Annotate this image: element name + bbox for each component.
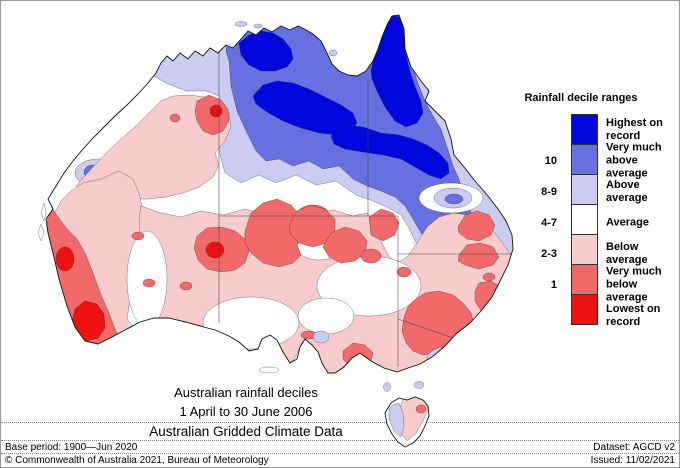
region-below-kimberley [75, 94, 232, 200]
region-average-small-spot [273, 250, 291, 264]
legend-label-average: Average [606, 216, 650, 229]
region-vmbelow-spot [142, 278, 156, 288]
region-vmabove-core-qld [444, 193, 464, 205]
region-average-sa-nsw [316, 255, 422, 317]
region-lowest-central-wa [205, 241, 225, 259]
region-highest-central-north [252, 80, 358, 136]
australia-mainland [46, 15, 513, 373]
region-average-centre-spot [296, 233, 342, 261]
region-above-eyre [312, 330, 330, 344]
region-vmbelow-spot [482, 272, 496, 282]
region-vmbelow-spot [179, 281, 193, 291]
separator-line-footer-row1 [1, 440, 679, 441]
region-below-central-south [138, 205, 513, 373]
region-vmbelow-spot [169, 113, 181, 123]
region-vmbelow-nsw-coast [474, 280, 506, 316]
decile-range-10: 10 [544, 155, 557, 167]
legend-swatch-vmuch-above [571, 144, 598, 175]
legend-label-above: Above average [606, 179, 648, 204]
footer-base-period: Base period: 1900—Jun 2020 [5, 442, 138, 453]
region-above-east-vic [426, 345, 480, 371]
decile-range-2-3: 2-3 [541, 248, 557, 260]
region-vmbelow-spot [396, 266, 412, 278]
region-vmbelow-central-wa [193, 226, 250, 273]
region-average-pocket-qld [418, 182, 484, 214]
region-vmbelow-kimberley [194, 94, 230, 136]
region-vmbelow-west-coast-band [46, 205, 120, 346]
region-highest-cape-york [370, 15, 424, 128]
map-title: Australian rainfall deciles [174, 385, 318, 400]
decile-range-4-7: 4-7 [541, 217, 557, 229]
legend-swatch-vmuch-below [571, 264, 598, 295]
region-above-average-north [140, 15, 513, 266]
region-vmbelow-spot [300, 330, 318, 340]
footer-issued: Issued: 11/02/2021 [590, 455, 675, 466]
region-vmbelow-centre-east [288, 204, 336, 248]
separator-line-footer-row2 [1, 453, 679, 454]
decile-range-1: 1 [550, 279, 557, 291]
legend-label-highest: Highest on record [606, 117, 663, 142]
region-average-wa-gap [126, 230, 168, 328]
region-vmbelow-sw-qld [368, 208, 400, 242]
map-period: 1 April to 30 June 2006 [179, 404, 313, 419]
region-lowest-west-coast [55, 246, 75, 272]
legend-swatch-average [571, 204, 598, 235]
decile-range-8-9: 8-9 [541, 186, 557, 198]
region-above-wa-spot [118, 155, 142, 169]
region-average-nullarbor [202, 296, 300, 350]
footer-dataset: Dataset: AGCD v2 [593, 442, 675, 453]
legend-label-vmuch-above: Very much above average [606, 141, 662, 180]
region-highest-qld-band [330, 124, 450, 180]
legend-swatch-above [571, 174, 598, 205]
legend-heading: Rainfall decile ranges [524, 92, 638, 104]
legend-swatch-column [571, 114, 598, 325]
region-vmabove-wa-core [83, 164, 103, 180]
region-lowest-kimberley [209, 104, 223, 118]
region-vmbelow-ne-nsw2 [457, 242, 500, 270]
legend-label-below: Below average [606, 241, 648, 266]
region-vmbelow-vic [342, 342, 374, 368]
footer-copyright: © Commonwealth of Australia 2021, Bureau… [5, 455, 269, 466]
separator-line-map-footer [1, 422, 679, 423]
region-vmbelow-centre-east2 [322, 226, 368, 264]
region-above-wa-patch [74, 158, 122, 188]
map-dataset-title: Australian Gridded Climate Data [149, 424, 343, 439]
legend-label-vmuch-below: Very much below average [606, 265, 662, 304]
region-highest-top-end [238, 30, 294, 72]
region-vmbelow-spot [131, 231, 145, 241]
region-very-much-above-north [225, 15, 474, 248]
region-above-ring-qld [433, 187, 473, 209]
state-borders [218, 51, 513, 367]
offshore-islands [37, 21, 425, 392]
region-vmbelow-spot [360, 248, 382, 264]
region-lowest-sw-wa [71, 300, 106, 342]
coastline [45, 14, 514, 374]
region-average-sa [297, 297, 355, 335]
region-above-wa-spot2 [85, 199, 109, 217]
region-vmbelow-centre-west [244, 198, 304, 268]
region-vmbelow-ne-nsw1 [457, 210, 496, 242]
legend-swatch-highest [571, 114, 598, 145]
region-below-west-coast [47, 170, 147, 346]
legend-label-lowest: Lowest on record [606, 303, 661, 328]
legend-swatch-lowest [571, 294, 598, 325]
legend-swatch-below [571, 234, 598, 265]
region-vmbelow-centre [296, 204, 330, 226]
region-vmbelow-nsw-vic [401, 290, 475, 356]
